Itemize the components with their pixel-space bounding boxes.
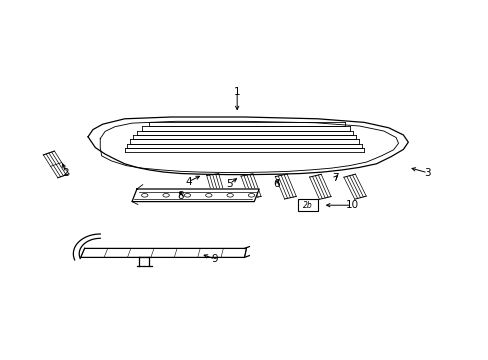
Text: 2: 2	[62, 168, 69, 178]
Ellipse shape	[142, 194, 148, 197]
Text: 1: 1	[233, 87, 240, 97]
Ellipse shape	[184, 194, 190, 197]
Text: 2b: 2b	[303, 201, 312, 210]
Ellipse shape	[205, 194, 212, 197]
Polygon shape	[81, 248, 246, 257]
Polygon shape	[88, 117, 407, 175]
Text: 10: 10	[345, 200, 358, 210]
Text: 8: 8	[177, 191, 184, 201]
Text: 3: 3	[424, 168, 430, 178]
Ellipse shape	[226, 194, 233, 197]
Ellipse shape	[163, 194, 169, 197]
Polygon shape	[132, 189, 259, 202]
Text: 9: 9	[211, 254, 218, 264]
Ellipse shape	[248, 194, 254, 197]
Text: 5: 5	[226, 179, 233, 189]
Text: 7: 7	[331, 173, 338, 183]
Text: 4: 4	[184, 177, 191, 187]
FancyBboxPatch shape	[297, 199, 318, 211]
Text: 6: 6	[272, 179, 279, 189]
